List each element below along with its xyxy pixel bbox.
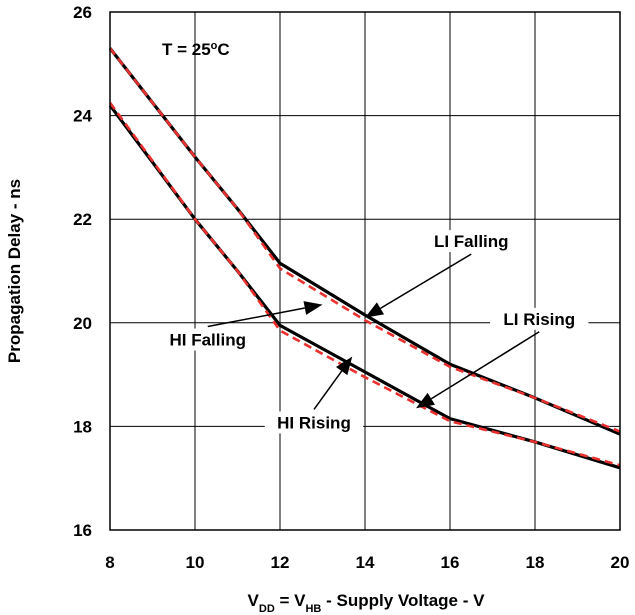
x-axis-title: VDD = VHB - Supply Voltage - V <box>248 591 486 615</box>
companion-lines <box>108 47 621 467</box>
companion-line <box>108 101 621 467</box>
y-tick-label: 20 <box>73 314 92 333</box>
x-tick-label: 8 <box>105 553 114 572</box>
x-tick-label: 10 <box>186 553 205 572</box>
annotation-label: LI Rising <box>503 310 575 329</box>
x-tick-label: 14 <box>356 553 375 572</box>
annotation-bg <box>417 230 526 253</box>
annotation-bg <box>153 328 262 351</box>
x-tick-label: 20 <box>611 553 630 572</box>
tick-labels: 8 10 12 14 16 18 20 16 18 20 22 24 26 <box>73 3 629 572</box>
x-title-main: V <box>248 591 260 610</box>
companion-line <box>108 47 621 433</box>
annotation-bg <box>490 307 589 330</box>
y-tick-label: 22 <box>73 210 92 229</box>
condition-suffix: C <box>217 40 229 59</box>
grid-lines <box>109 11 621 531</box>
annotation-label: LI Falling <box>434 232 509 251</box>
x-title-sub1: DD <box>259 603 275 615</box>
annotation-arrowhead <box>303 301 323 315</box>
annotation-arrowhead <box>365 302 385 318</box>
y-tick-label: 16 <box>73 521 92 540</box>
annotations: LI Falling LI Rising HI Falling HI Rising <box>153 230 589 434</box>
annotation-arrow-line <box>207 307 305 328</box>
degree-symbol: o <box>211 40 218 52</box>
annotation-arrow-line <box>380 253 472 310</box>
temperature-condition-label: T = 25oC <box>162 40 230 59</box>
y-tick-label: 24 <box>73 107 92 126</box>
x-tick-label: 12 <box>271 553 290 572</box>
y-tick-label: 26 <box>73 3 92 22</box>
annotation-bg <box>264 411 364 434</box>
annotation-arrow-line <box>313 370 343 410</box>
condition-prefix: T = 25 <box>162 40 211 59</box>
x-title-tail: - Supply Voltage - V <box>321 591 485 610</box>
annotation-arrow-line <box>430 331 540 400</box>
annotation-label: HI Falling <box>170 331 247 350</box>
y-axis-title: Propagation Delay - ns <box>5 179 24 363</box>
x-tick-label: 18 <box>526 553 545 572</box>
annotation-arrowhead <box>416 392 435 409</box>
annotation-label: HI Rising <box>277 413 351 432</box>
annotation-arrowhead <box>336 356 353 376</box>
x-title-sub2: HB <box>305 603 321 615</box>
y-tick-label: 18 <box>73 417 92 436</box>
x-title-mid: = V <box>275 591 306 610</box>
x-tick-label: 16 <box>441 553 460 572</box>
plot-frame <box>109 11 621 531</box>
